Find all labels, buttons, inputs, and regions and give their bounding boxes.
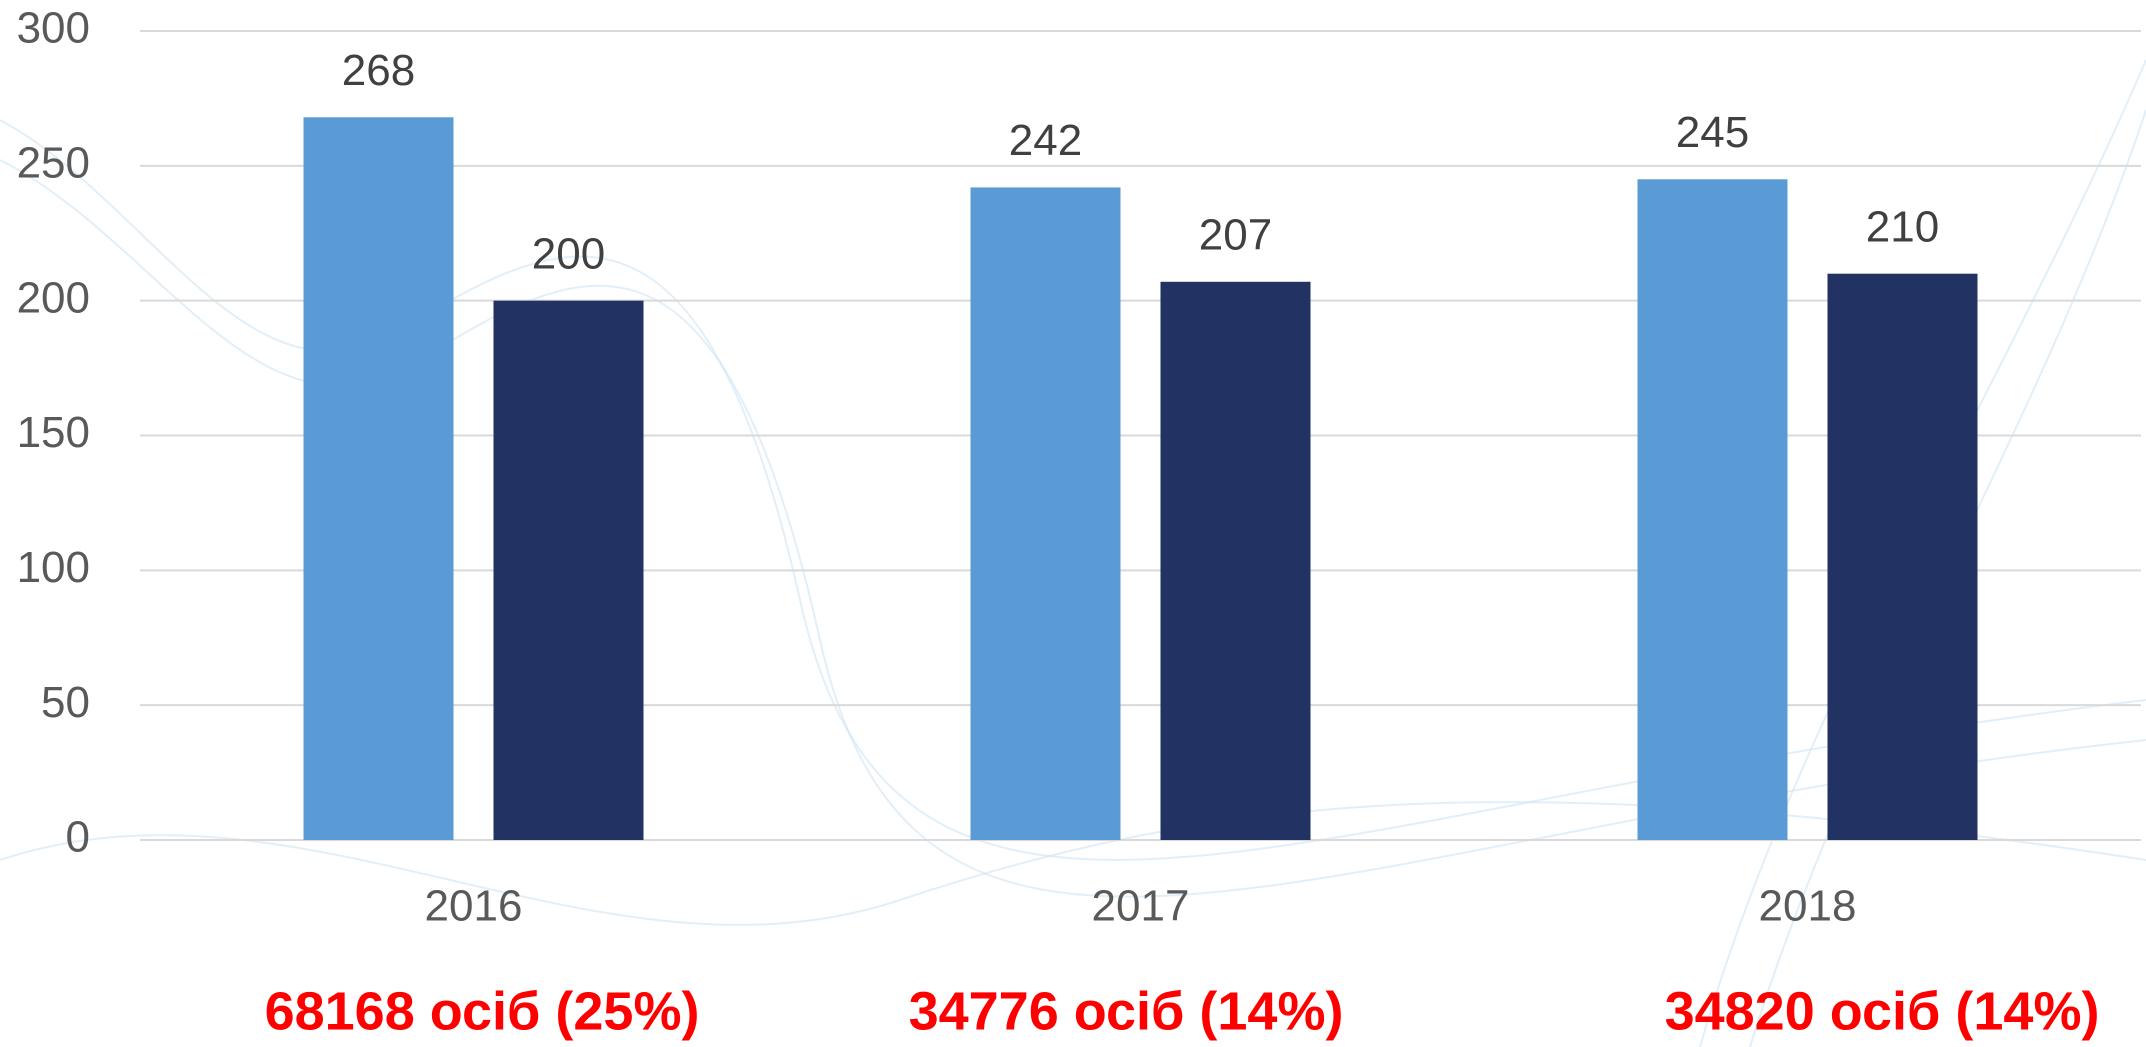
bar [1161, 282, 1311, 840]
value-label: 268 [342, 46, 415, 95]
y-tick-label: 300 [17, 4, 90, 53]
value-label: 200 [532, 229, 605, 278]
value-label: 242 [1009, 116, 1082, 165]
bar [1638, 179, 1788, 840]
y-tick-label: 100 [17, 543, 90, 592]
x-tick-label: 2017 [1092, 882, 1190, 931]
x-tick-label: 2018 [1759, 882, 1857, 931]
annotation: 68168 осіб (25%) [265, 981, 700, 1041]
bar [494, 301, 644, 840]
annotation: 34776 осіб (14%) [909, 981, 1344, 1041]
y-tick-label: 200 [17, 273, 90, 322]
value-label: 207 [1199, 210, 1272, 259]
y-tick-label: 50 [41, 678, 90, 727]
page: 0 50 100 150 200 250 300 268 200 2016 242 207 2017 24… [0, 0, 2146, 1047]
bar [971, 187, 1121, 840]
bar [304, 117, 454, 840]
bar [1828, 274, 1978, 840]
y-tick-label: 150 [17, 408, 90, 457]
annotation: 34820 осіб (14%) [1665, 981, 2100, 1041]
x-tick-label: 2016 [425, 882, 523, 931]
value-label: 245 [1676, 108, 1749, 157]
y-tick-label: 0 [66, 813, 90, 862]
chart: 0 50 100 150 200 250 300 268 200 2016 242 207 2017 24… [0, 0, 2146, 1047]
value-label: 210 [1866, 202, 1939, 251]
y-tick-label: 250 [17, 138, 90, 187]
